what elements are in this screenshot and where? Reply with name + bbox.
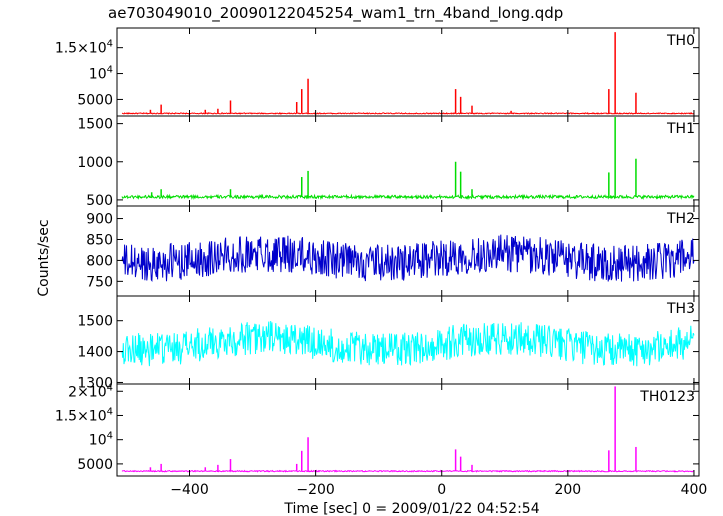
y-tick-label: 850 xyxy=(86,232,113,248)
panel-th2: 750 800 850 900 TH2 xyxy=(86,205,700,297)
band-label-th2: TH2 xyxy=(666,211,695,227)
panel-th1: 500 1000 1500 TH1 xyxy=(77,115,700,209)
y-tick-label: 1000 xyxy=(77,155,113,171)
x-tick-label: −400 xyxy=(170,482,208,498)
panel-th0123: 5000 104 1.5×104 2×104 TH0123 xyxy=(55,382,700,477)
y-tick-label: 1400 xyxy=(77,345,113,361)
y-tick-label: 1500 xyxy=(77,117,113,133)
panel-frame xyxy=(116,27,700,117)
y-tick-label: 104 xyxy=(89,431,113,449)
chart-title: ae703049010_20090122045254_wam1_trn_4ban… xyxy=(108,4,563,23)
series-line-th0123 xyxy=(121,469,695,473)
band-label-th0123: TH0123 xyxy=(639,389,695,405)
panel-frame xyxy=(116,115,700,207)
band-label-th0: TH0 xyxy=(666,33,695,49)
band-label-th1: TH1 xyxy=(666,121,695,137)
y-tick-label: 104 xyxy=(89,65,113,83)
y-tick-label: 5000 xyxy=(77,457,113,473)
y-tick-label: 1.5×104 xyxy=(55,39,113,57)
series-line-th1 xyxy=(121,193,695,201)
y-tick-label: 1500 xyxy=(77,314,113,330)
y-axis-label: Counts/sec xyxy=(36,219,52,296)
series-line-th3 xyxy=(121,320,695,367)
y-tick-label: 5000 xyxy=(77,92,113,108)
y-tick-label: 1300 xyxy=(77,375,113,391)
y-tick-label: 2×104 xyxy=(68,382,113,400)
y-tick-label: 1.5×104 xyxy=(55,406,113,424)
x-tick-label: 200 xyxy=(554,482,581,498)
x-axis-label: Time [sec] 0 = 2009/01/22 04:52:54 xyxy=(283,501,539,516)
x-tick-label: 0 xyxy=(437,482,446,498)
panel-frame xyxy=(116,383,700,477)
panel-th0: 5000 104 1.5×104 TH0 xyxy=(55,27,700,117)
y-tick-label: 900 xyxy=(86,212,113,228)
y-tick-label: 500 xyxy=(86,193,113,209)
y-tick-label: 800 xyxy=(86,253,113,269)
panel-th3: 1300 1400 1500 TH3 xyxy=(77,295,700,391)
band-label-th3: TH3 xyxy=(666,301,695,317)
x-tick-label: −200 xyxy=(296,482,334,498)
series-line-th2 xyxy=(121,234,695,283)
panels: 5000 104 1.5×104 TH0 500 1000 1500 TH1 750 800 850… xyxy=(55,27,708,498)
x-tick-label: 400 xyxy=(681,482,708,498)
panel-frame xyxy=(116,205,700,297)
y-tick-label: 750 xyxy=(86,274,113,290)
